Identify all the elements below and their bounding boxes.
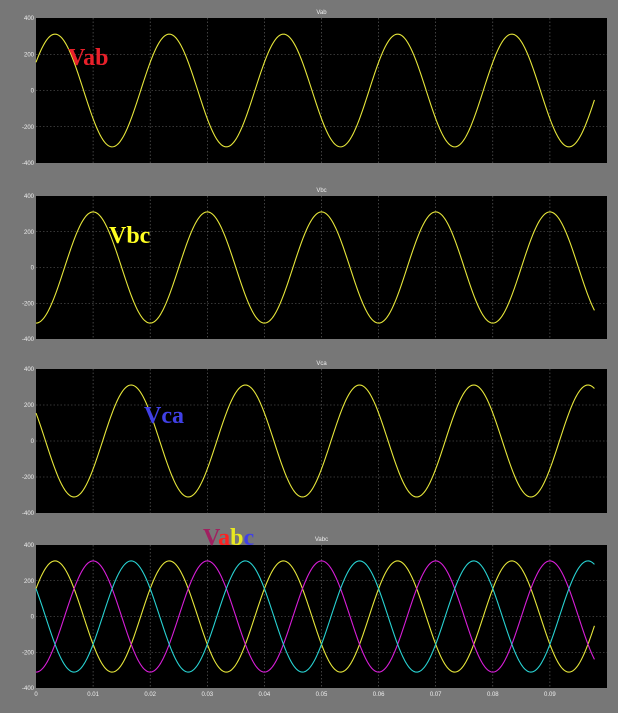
x-tick-label: 0.09 xyxy=(544,692,556,698)
y-tick-label: 400 xyxy=(24,194,35,200)
x-tick-label: 0.05 xyxy=(316,692,328,698)
x-tick-label: 0 xyxy=(34,692,38,698)
waveform-label: Vca xyxy=(144,403,184,429)
y-tick-label: -200 xyxy=(22,125,35,131)
x-tick-label: 0.03 xyxy=(201,692,213,698)
y-tick-label: -200 xyxy=(22,650,35,656)
y-tick-label: 400 xyxy=(24,543,35,549)
y-tick-label: 0 xyxy=(31,439,35,445)
waveform-label-letter: b xyxy=(230,525,243,551)
y-tick-label: 200 xyxy=(24,579,35,585)
y-tick-label: 0 xyxy=(31,266,35,272)
x-tick-label: 0.04 xyxy=(259,692,271,698)
y-tick-label: -200 xyxy=(22,475,35,481)
waveform-label: Vbc xyxy=(109,223,151,249)
y-tick-label: 0 xyxy=(31,615,35,621)
y-tick-label: -200 xyxy=(22,301,35,307)
waveform-label-letter: a xyxy=(218,525,230,551)
y-tick-label: 400 xyxy=(24,367,35,373)
y-tick-label: 200 xyxy=(24,230,35,236)
waveform-label-letter: c xyxy=(244,525,255,551)
waveform-label: Vabc xyxy=(203,525,255,551)
y-tick-label: 400 xyxy=(24,16,35,22)
x-tick-label: 0.07 xyxy=(430,692,442,698)
y-tick-label: -400 xyxy=(22,161,35,167)
x-tick-label: 0.01 xyxy=(87,692,99,698)
x-tick-label: 0.02 xyxy=(144,692,156,698)
panel-vbc: Vbc 400 200 0 -200 -400 Vbc xyxy=(22,188,607,343)
y-tick-label: -400 xyxy=(22,686,35,692)
panel-vab: Vab 400 200 0 -200 -400 Vab xyxy=(22,10,607,167)
x-tick-label: 0.08 xyxy=(487,692,499,698)
waveform-label: Vab xyxy=(68,45,108,71)
panel-vca: Vca 400 200 0 -200 -400 Vca xyxy=(22,361,607,517)
y-tick-label: -400 xyxy=(22,337,35,343)
y-tick-label: 200 xyxy=(24,403,35,409)
panel-title: Vabc xyxy=(315,537,328,543)
panel-title: Vbc xyxy=(316,188,326,194)
y-tick-label: -400 xyxy=(22,511,35,517)
y-tick-label: 200 xyxy=(24,52,35,58)
panel-title: Vca xyxy=(316,361,327,367)
x-tick-label: 0.06 xyxy=(373,692,385,698)
y-tick-label: 0 xyxy=(31,89,35,95)
panel-title: Vab xyxy=(316,10,327,16)
